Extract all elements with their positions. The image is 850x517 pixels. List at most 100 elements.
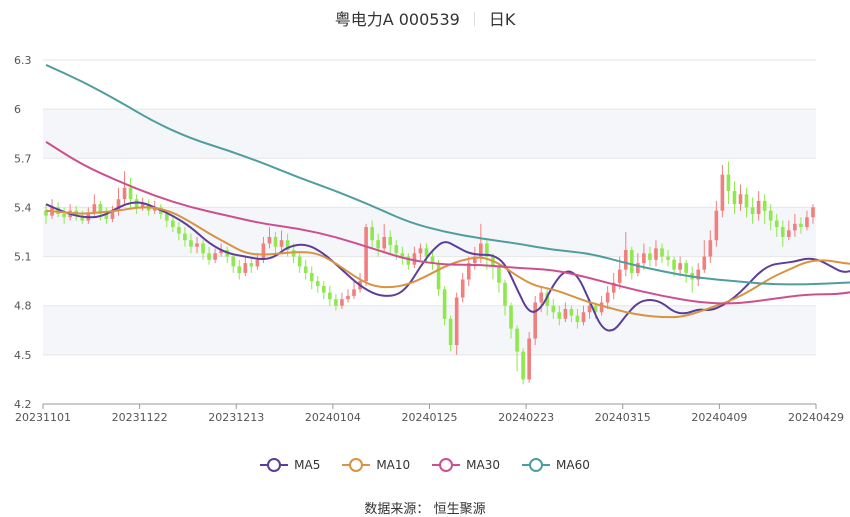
candle-up [696, 263, 701, 287]
candle-body [315, 281, 320, 287]
candle-up [364, 223, 368, 287]
candle-up [811, 204, 815, 224]
chart-title: 粤电力A 000539 日K [0, 6, 850, 30]
chart-title-period: 日K [488, 10, 516, 29]
candle-body [780, 227, 785, 237]
candle-body [575, 315, 580, 323]
candle-up [418, 243, 423, 260]
candle-body [587, 305, 592, 313]
candle-body [563, 308, 568, 319]
y-tick-label: 4.2 [14, 398, 32, 411]
candle-body [340, 299, 344, 306]
candle-body [702, 256, 707, 270]
candle-body [448, 318, 453, 346]
legend-item-ma5[interactable]: MA5 [260, 458, 320, 472]
candle-body [436, 263, 441, 290]
candle-down [569, 305, 574, 323]
candle-body [726, 174, 731, 192]
candle-up [267, 227, 272, 249]
x-tick-label: 20240315 [595, 411, 651, 424]
y-tick-label: 6.3 [14, 54, 32, 67]
candle-down [799, 217, 803, 234]
candle-up [352, 281, 356, 300]
series-line-ma10 [45, 206, 850, 319]
y-tick-label: 4.5 [14, 349, 32, 362]
candle-down [334, 294, 338, 311]
candle-up [793, 213, 797, 237]
candle-up [412, 246, 417, 269]
candle-down [297, 253, 302, 273]
candle-body [599, 302, 604, 313]
candle-body [279, 240, 284, 247]
legend-item-ma30[interactable]: MA30 [432, 458, 500, 472]
candle-body [309, 272, 314, 282]
candle-body [62, 213, 66, 218]
candle-up [122, 171, 127, 205]
candle-body [660, 248, 664, 257]
candle-body [593, 305, 598, 313]
candle-body [793, 223, 797, 231]
candle-body [605, 292, 610, 303]
candle-down [551, 299, 556, 319]
candle-body [412, 253, 417, 265]
candle-body [642, 253, 646, 264]
candle-body [787, 230, 791, 237]
candle-up [454, 292, 459, 355]
candle-up [527, 331, 531, 383]
candle-up [563, 302, 568, 323]
candle-body [44, 210, 48, 216]
candle-down [684, 259, 688, 283]
legend-item-ma10[interactable]: MA10 [342, 458, 410, 472]
candle-body [720, 174, 725, 211]
candle-up [636, 253, 640, 277]
candle-body [352, 289, 356, 296]
legend-marker-icon [260, 458, 289, 472]
candle-body [322, 286, 326, 293]
candle-down [376, 233, 380, 257]
candle-down [400, 246, 405, 265]
candle-down [648, 246, 652, 267]
candle-body [756, 200, 761, 214]
candle-body [454, 297, 459, 346]
legend-marker-icon [342, 458, 371, 472]
candle-down [315, 276, 320, 293]
candle-body [472, 256, 477, 264]
x-tick-label: 20240223 [498, 411, 554, 424]
candle-body [382, 236, 387, 249]
series-line-ma30 [45, 141, 850, 305]
candle-down [726, 161, 731, 205]
candle-down [237, 259, 242, 280]
candle-body [696, 269, 701, 280]
candle-body [346, 295, 350, 300]
candle-body [303, 266, 308, 273]
candle-body [430, 256, 435, 264]
candle-body [708, 240, 713, 257]
candle-up [702, 240, 707, 273]
candle-down [189, 233, 193, 254]
candle-down [660, 243, 664, 264]
candle-body [56, 207, 60, 214]
candle-body [219, 250, 223, 254]
candle-down [629, 246, 634, 280]
candle-body [243, 263, 248, 273]
candle-body [418, 248, 423, 254]
candle-down [309, 266, 314, 290]
candle-up [213, 248, 217, 264]
candle-down [177, 222, 181, 241]
series-line-ma60 [45, 64, 850, 286]
candle-body [164, 213, 169, 221]
candle-down [322, 281, 326, 300]
legend-item-ma60[interactable]: MA60 [522, 458, 590, 472]
x-tick-label: 20231122 [112, 411, 168, 424]
candle-body [249, 263, 254, 267]
chart-title-stock: 粤电力A 000539 [334, 10, 460, 29]
grid-band [43, 207, 816, 257]
candle-up [466, 256, 471, 287]
candle-down [442, 286, 447, 326]
x-tick-label: 20240104 [305, 411, 361, 424]
candle-body [744, 194, 749, 208]
candle-body [400, 253, 405, 257]
candle-body [237, 266, 242, 273]
x-tick-label: 20231213 [208, 411, 264, 424]
